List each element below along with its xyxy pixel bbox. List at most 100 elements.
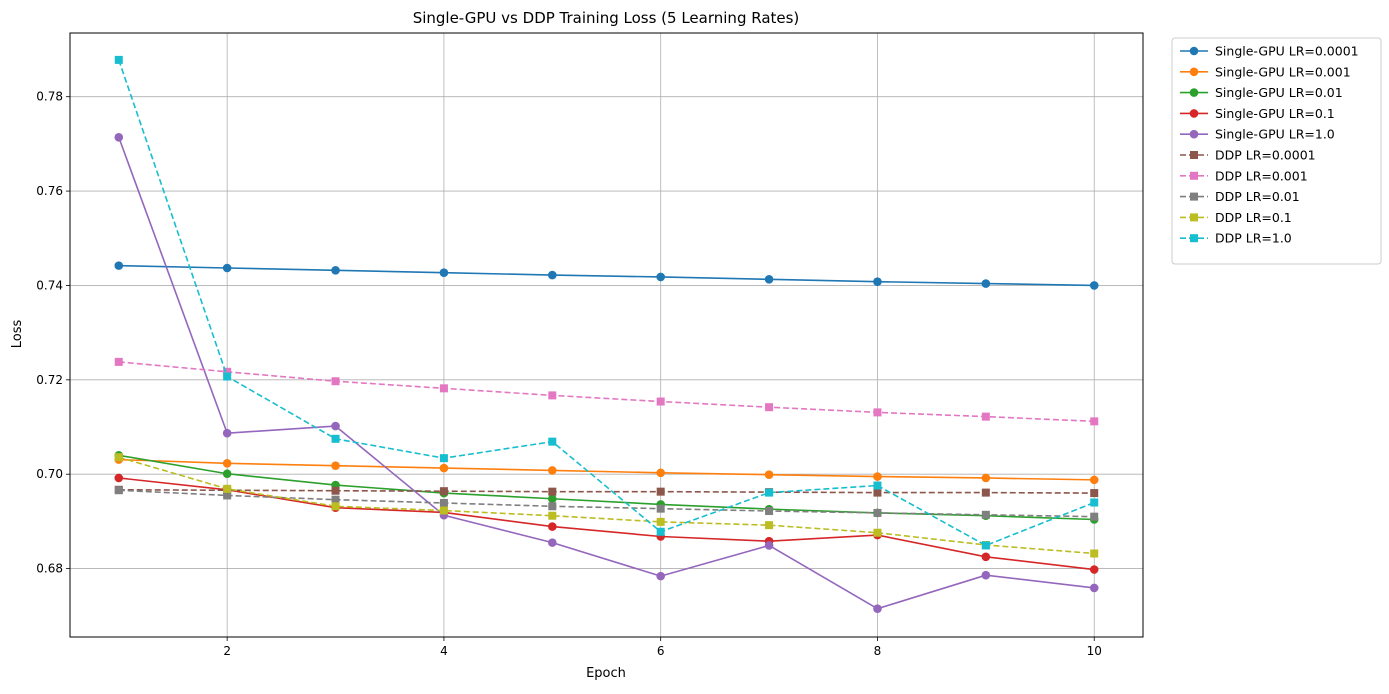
legend-item: Single-GPU LR=0.001 xyxy=(1180,64,1351,79)
data-point xyxy=(765,488,774,497)
data-point xyxy=(981,488,990,497)
y-tick-label: 0.76 xyxy=(36,184,63,198)
legend-marker xyxy=(1189,88,1199,97)
data-point xyxy=(764,275,774,284)
legend-marker xyxy=(1189,109,1199,118)
x-tick-label: 10 xyxy=(1087,644,1102,658)
legend-label: Single-GPU LR=0.001 xyxy=(1215,64,1351,79)
legend-marker xyxy=(1190,192,1198,201)
data-point xyxy=(548,391,557,400)
data-point xyxy=(548,487,557,496)
data-point xyxy=(548,502,557,511)
data-point xyxy=(873,488,882,497)
data-point xyxy=(656,397,665,406)
chart-title: Single-GPU vs DDP Training Loss (5 Learn… xyxy=(413,9,800,27)
data-point xyxy=(331,421,340,431)
data-point xyxy=(331,377,340,386)
data-point xyxy=(114,473,124,483)
data-point xyxy=(764,541,774,550)
data-point xyxy=(223,484,232,493)
data-point xyxy=(439,463,449,473)
data-point xyxy=(548,270,557,280)
data-point xyxy=(656,272,665,282)
legend: Single-GPU LR=0.0001 Single-GPU LR=0.001 S… xyxy=(1171,37,1382,265)
data-point xyxy=(873,481,882,490)
data-point xyxy=(439,454,448,463)
y-tick-label: 0.68 xyxy=(36,562,63,576)
data-point xyxy=(981,510,990,519)
legend-item: DDP LR=0.01 xyxy=(1180,189,1300,204)
legend-box xyxy=(1171,37,1382,265)
y-tick-label: 0.72 xyxy=(36,373,63,387)
data-point xyxy=(331,434,340,443)
legend-item: Single-GPU LR=1.0 xyxy=(1180,127,1335,142)
x-tick-label: 8 xyxy=(874,644,882,658)
legend-label: DDP LR=0.1 xyxy=(1215,210,1292,225)
y-axis-label: Loss xyxy=(10,320,25,349)
data-point xyxy=(222,469,232,479)
series-line xyxy=(118,59,1095,547)
series-line xyxy=(118,264,1095,287)
data-point xyxy=(223,367,232,376)
legend-label: Single-GPU LR=0.0001 xyxy=(1215,44,1359,59)
legend-item: DDP LR=1.0 xyxy=(1180,231,1292,246)
data-point xyxy=(114,486,123,495)
data-point xyxy=(439,384,448,393)
data-point xyxy=(981,541,990,550)
series-line xyxy=(118,458,1095,481)
data-point xyxy=(765,403,774,412)
axis-layer: 2 4 6 8 10 0.68 0.70 0.72 0.74 0.76 0.78 xyxy=(36,90,1102,658)
data-point xyxy=(873,604,882,613)
data-point xyxy=(873,408,882,417)
data-point xyxy=(873,472,882,481)
legend-item: DDP LR=0.1 xyxy=(1180,210,1292,225)
data-point xyxy=(548,437,557,446)
data-point xyxy=(222,263,232,273)
data-point xyxy=(656,487,665,496)
data-point xyxy=(656,527,665,536)
data-point xyxy=(981,412,990,421)
legend-item: DDP LR=0.001 xyxy=(1180,168,1308,183)
data-point xyxy=(114,261,124,270)
legend-item: Single-GPU LR=0.1 xyxy=(1180,106,1335,121)
data-point xyxy=(331,495,340,504)
legend-label: DDP LR=0.001 xyxy=(1215,168,1308,183)
y-tick-label: 0.74 xyxy=(36,278,63,292)
data-point xyxy=(765,521,774,530)
data-point xyxy=(764,470,774,479)
data-point xyxy=(1089,281,1099,290)
y-tick-label: 0.78 xyxy=(36,90,63,104)
data-point xyxy=(114,453,123,462)
data-point xyxy=(1090,417,1099,426)
data-point xyxy=(114,55,123,64)
data-point xyxy=(873,528,882,537)
data-point xyxy=(331,266,340,275)
y-tick-label: 0.70 xyxy=(36,467,63,481)
data-point xyxy=(1090,512,1099,521)
data-point xyxy=(439,268,449,278)
data-point xyxy=(548,466,557,475)
x-tick-label: 6 xyxy=(657,644,665,658)
data-point xyxy=(1090,489,1099,498)
grid-lines xyxy=(70,33,1143,637)
data-point xyxy=(114,132,124,142)
data-point xyxy=(765,507,774,516)
data-point xyxy=(656,517,665,526)
x-tick-label: 4 xyxy=(440,644,448,658)
series-line xyxy=(118,137,1095,610)
data-point xyxy=(873,277,882,286)
series-single-gpu-lr-1-0 xyxy=(114,132,1099,613)
legend-marker xyxy=(1190,234,1198,243)
data-point xyxy=(223,491,232,500)
series-ddp-lr-1-0 xyxy=(114,55,1099,550)
series-line xyxy=(118,488,1095,494)
data-point xyxy=(981,279,991,288)
data-point xyxy=(1090,498,1099,507)
legend-label: DDP LR=0.01 xyxy=(1215,189,1300,204)
series-line xyxy=(118,456,1095,555)
data-point xyxy=(548,511,557,520)
data-point xyxy=(1090,549,1099,558)
series-line xyxy=(118,361,1095,423)
